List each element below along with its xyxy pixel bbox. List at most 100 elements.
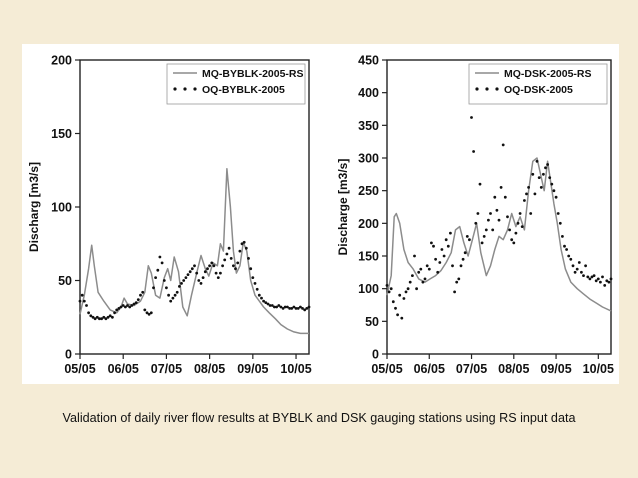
y-tick-label: 0: [65, 348, 72, 362]
data-point-observed: [603, 284, 607, 287]
data-point-observed: [219, 271, 222, 275]
data-point-observed: [516, 221, 520, 225]
data-point-observed: [149, 311, 153, 315]
data-point-observed: [238, 249, 242, 253]
data-point-observed: [563, 244, 566, 248]
data-point-observed: [389, 287, 393, 291]
data-point-observed: [588, 277, 592, 281]
data-point-observed: [495, 208, 499, 212]
x-tick-label: 09/05: [237, 362, 268, 376]
data-point-observed: [210, 261, 214, 265]
data-point-observed: [411, 274, 414, 277]
y-tick-label: 200: [51, 54, 72, 68]
x-tick-label: 05/05: [64, 362, 95, 376]
data-point-observed: [206, 267, 209, 271]
data-point-observed: [78, 299, 82, 303]
data-point-observed: [472, 150, 475, 153]
data-point-observed: [537, 176, 541, 180]
data-point-observed: [299, 305, 302, 309]
data-point-observed: [158, 255, 162, 259]
data-point-observed: [484, 228, 488, 232]
x-tick-label: 06/05: [108, 362, 139, 376]
data-point-observed: [188, 270, 192, 274]
data-point-observed: [305, 307, 309, 310]
data-point-observed: [143, 308, 147, 312]
data-point-observed: [173, 293, 177, 297]
data-point-observed: [550, 182, 554, 186]
data-point-observed: [404, 290, 408, 294]
data-point-observed: [565, 248, 568, 251]
data-point-observed: [91, 315, 95, 319]
data-point-observed: [508, 228, 511, 232]
data-point-observed: [539, 186, 543, 189]
data-point-observed: [582, 274, 585, 277]
data-point-observed: [136, 298, 140, 301]
data-point-observed: [182, 279, 186, 282]
data-point-observed: [434, 257, 437, 261]
data-point-observed: [121, 304, 125, 307]
data-point-observed: [546, 163, 549, 166]
data-point-observed: [605, 279, 609, 283]
data-point-observed: [476, 212, 480, 215]
data-point-observed: [387, 290, 391, 294]
data-point-observed: [385, 284, 389, 287]
legend-swatch-point: [485, 87, 489, 91]
data-point-observed: [535, 159, 539, 163]
data-point-observed: [175, 290, 179, 294]
data-point-observed: [288, 307, 291, 310]
data-point-observed: [292, 305, 296, 309]
data-point-observed: [169, 299, 173, 303]
x-tick-label: 08/05: [498, 362, 529, 376]
data-point-observed: [104, 317, 108, 321]
legend-box: [166, 63, 306, 105]
data-point-observed: [147, 312, 151, 316]
data-point-observed: [586, 275, 590, 279]
data-point-observed: [548, 176, 552, 180]
data-point-observed: [542, 172, 545, 176]
data-point-observed: [406, 287, 410, 291]
data-point-observed: [214, 271, 218, 275]
plot-frame: [386, 59, 612, 355]
data-point-observed: [266, 302, 270, 306]
data-point-observed: [301, 307, 304, 310]
data-point-observed: [139, 293, 142, 297]
data-point-observed: [569, 257, 573, 261]
data-point-observed: [552, 189, 556, 193]
data-point-observed: [520, 225, 524, 229]
data-point-observed: [529, 212, 533, 215]
x-tick-label: 09/05: [540, 362, 571, 376]
legend-swatch-point: [495, 87, 499, 91]
data-point-observed: [106, 315, 110, 319]
x-tick-label: 07/05: [456, 362, 487, 376]
data-point-observed: [255, 287, 259, 291]
data-point-observed: [111, 315, 114, 319]
data-point-observed: [527, 186, 530, 189]
data-point-observed: [430, 241, 433, 245]
data-point-observed: [427, 267, 431, 271]
data-point-observed: [87, 311, 90, 315]
data-point-observed: [273, 305, 276, 309]
data-point-observed: [592, 274, 596, 277]
data-point-observed: [156, 268, 160, 272]
data-point-observed: [510, 238, 514, 242]
data-point-observed: [489, 212, 492, 215]
data-point-observed: [461, 257, 465, 261]
data-point-observed: [89, 314, 93, 318]
data-point-observed: [229, 257, 233, 260]
legend-entry: OQ-BYBLK-2005: [202, 84, 285, 96]
x-tick-label: 08/05: [194, 362, 225, 376]
data-point-observed: [199, 282, 203, 285]
data-point-observed: [561, 235, 564, 238]
data-point-observed: [296, 307, 300, 310]
data-point-observed: [244, 246, 248, 250]
data-point-observed: [193, 264, 196, 268]
data-point-observed: [184, 276, 188, 279]
data-point-observed: [487, 218, 490, 222]
x-tick-label: 07/05: [151, 362, 182, 376]
data-point-observed: [417, 270, 421, 274]
data-point-observed: [277, 304, 281, 307]
y-tick-label: 0: [372, 348, 379, 362]
data-point-observed: [145, 311, 149, 315]
x-tick-label: 06/05: [414, 362, 445, 376]
y-tick-label: 450: [358, 54, 379, 68]
